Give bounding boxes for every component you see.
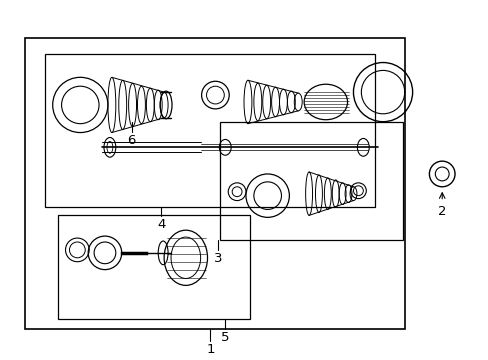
Bar	[25, 38, 404, 329]
Text: 5: 5	[221, 331, 229, 344]
Bar	[220, 122, 402, 240]
Text: 3: 3	[214, 252, 222, 265]
Text: 6: 6	[127, 134, 136, 147]
Bar	[45, 54, 374, 207]
Text: 2: 2	[437, 204, 446, 217]
Bar	[58, 215, 249, 319]
Text: 1: 1	[206, 343, 214, 356]
Text: 4: 4	[157, 218, 165, 231]
